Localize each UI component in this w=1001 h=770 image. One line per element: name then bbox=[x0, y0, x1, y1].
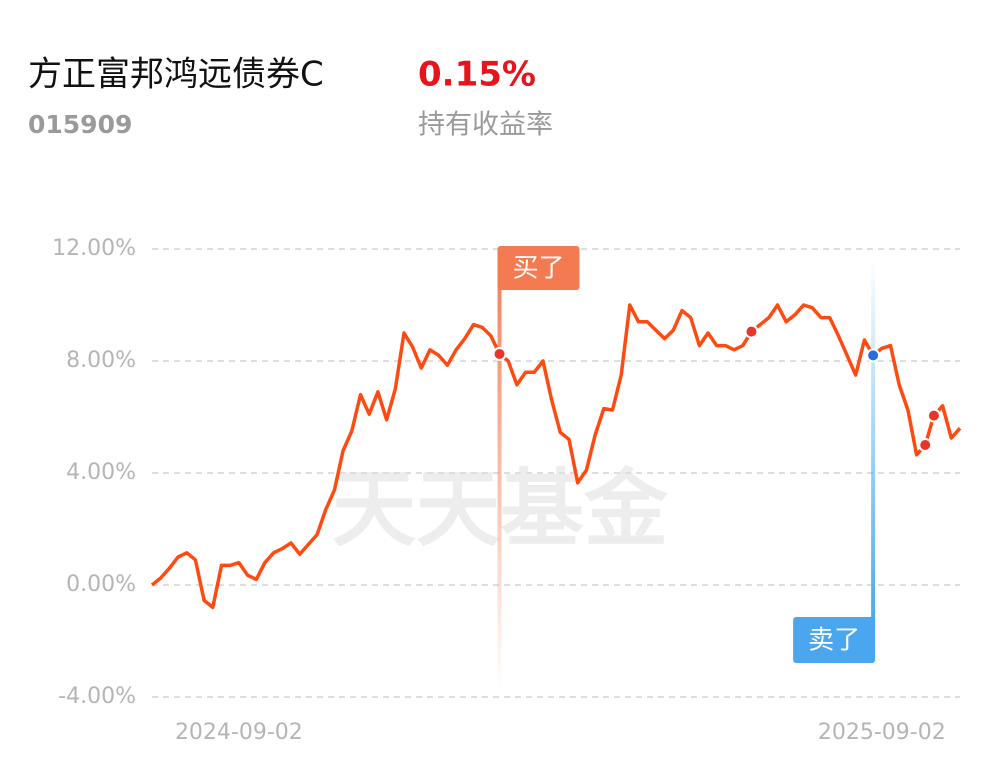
buy-point bbox=[744, 324, 759, 339]
sell-point bbox=[866, 348, 881, 363]
buy-point bbox=[918, 438, 933, 452]
y-tick-label: -4.00% bbox=[58, 684, 136, 709]
buy-guide bbox=[497, 249, 502, 691]
sell-tag-label: 卖了 bbox=[808, 626, 860, 656]
x-tick-label: 2024-09-02 bbox=[175, 720, 303, 745]
y-tick-label: 12.00% bbox=[52, 236, 136, 261]
x-tick-label: 2025-09-02 bbox=[818, 720, 946, 745]
buy-tag-label: 买了 bbox=[513, 254, 565, 284]
y-tick-label: 4.00% bbox=[66, 460, 136, 485]
line bbox=[150, 303, 962, 610]
buy-point bbox=[926, 408, 941, 423]
y-tick-label: 0.00% bbox=[66, 572, 136, 597]
fund-code: 015909 bbox=[28, 110, 132, 139]
sell-tag bbox=[793, 617, 876, 663]
return-label: 持有收益率 bbox=[418, 110, 553, 141]
y-tick-label: 8.00% bbox=[66, 348, 136, 373]
buy-point bbox=[492, 347, 507, 361]
buy-tag bbox=[497, 246, 580, 290]
fund-title: 方正富邦鸿远债券C bbox=[28, 55, 324, 95]
holding-return: 0.15% bbox=[418, 55, 536, 95]
sell-guide bbox=[871, 257, 876, 627]
